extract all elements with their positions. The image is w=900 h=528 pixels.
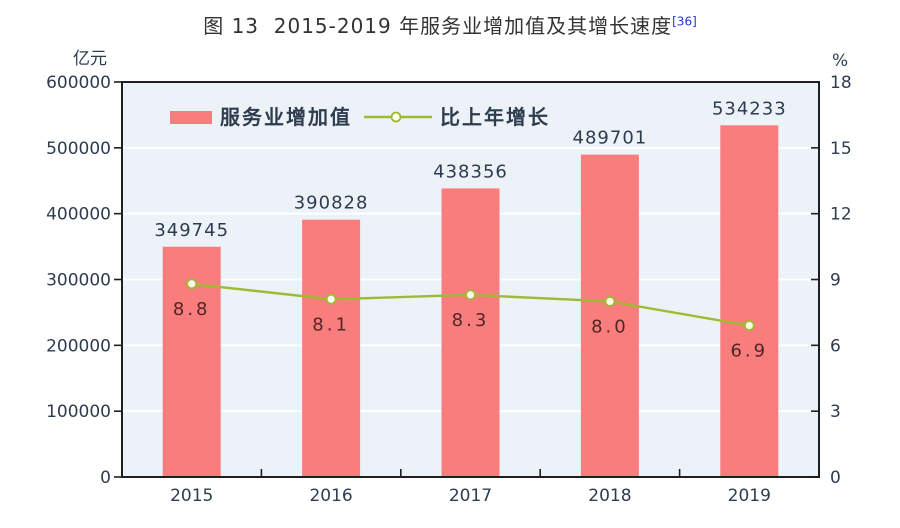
left-tick-label: 200000: [46, 336, 111, 356]
growth-value-label: 8.3: [452, 310, 490, 331]
bar-value-label: 438356: [433, 161, 508, 182]
bar-value-label: 349745: [154, 220, 229, 241]
growth-value-label: 8.1: [312, 314, 350, 335]
right-tick-label: 12: [830, 205, 852, 225]
right-tick-label: 9: [830, 271, 841, 291]
right-tick-label: 0: [830, 468, 841, 488]
line-marker: [325, 293, 337, 305]
legend-bar-label: 服务业增加值: [220, 105, 352, 129]
growth-value-label: 8.8: [173, 299, 211, 320]
x-tick-label: 2017: [449, 486, 492, 506]
chart-title-footnote: [36]: [672, 14, 697, 29]
legend-line-label: 比上年增长: [440, 105, 550, 129]
line-marker: [604, 296, 616, 307]
growth-value-label: 6.9: [730, 341, 768, 362]
chart-title-text: 图 13 2015-2019 年服务业增加值及其增长速度: [203, 14, 673, 38]
bar-2019: [720, 125, 779, 478]
x-tick-label: 2016: [309, 486, 352, 506]
legend-line-marker: [390, 111, 402, 123]
x-tick-label: 2015: [170, 486, 213, 506]
x-tick-label: 2018: [588, 486, 631, 506]
left-tick-label: 400000: [46, 205, 111, 225]
line-marker: [465, 289, 476, 301]
right-tick-label: 3: [830, 402, 841, 422]
bar-2017: [441, 188, 500, 477]
bar-2018: [580, 154, 639, 477]
bar-value-label: 390828: [294, 193, 369, 214]
bar-2016: [302, 219, 361, 477]
left-tick-label: 300000: [46, 271, 111, 291]
right-tick-label: 6: [830, 336, 841, 356]
left-tick-label: 500000: [46, 139, 111, 159]
line-marker: [743, 320, 755, 331]
right-axis-unit: %: [832, 51, 848, 71]
right-tick-label: 15: [830, 139, 852, 159]
left-axis-unit: 亿元: [73, 49, 107, 69]
chart-title: 图 13 2015-2019 年服务业增加值及其增长速度[36]: [0, 10, 900, 39]
bar-value-label: 489701: [573, 128, 648, 149]
growth-value-label: 8.0: [591, 316, 629, 337]
line-marker: [186, 278, 198, 290]
x-tick-label: 2019: [728, 486, 771, 506]
left-tick-label: 100000: [46, 402, 111, 422]
legend-bar-swatch: [170, 111, 212, 124]
bar-value-label: 534233: [712, 98, 787, 119]
right-tick-label: 18: [830, 73, 852, 93]
left-tick-label: 600000: [46, 73, 111, 93]
left-tick-label: 0: [100, 468, 111, 488]
